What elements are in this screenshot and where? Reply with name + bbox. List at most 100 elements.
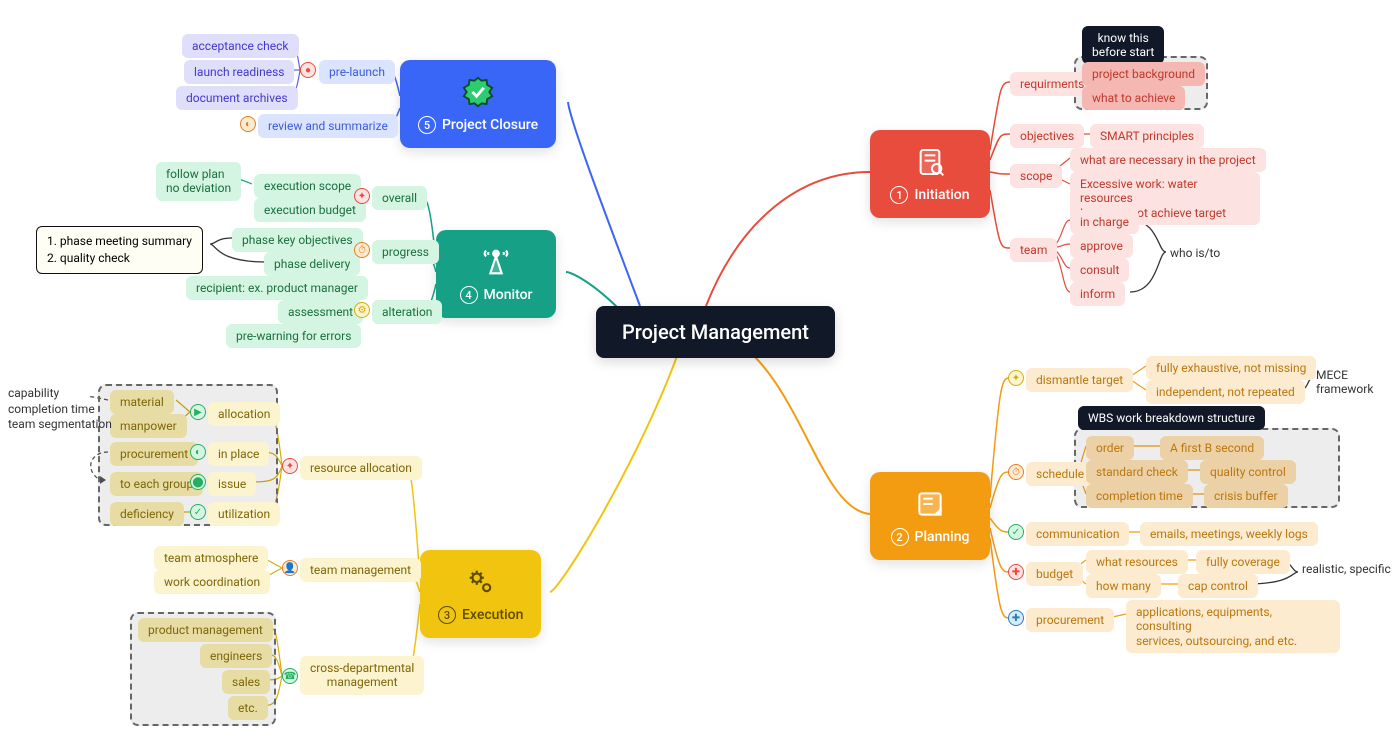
chip-pl-launch: launch readiness xyxy=(184,60,294,84)
chip-pg-key: phase key objectives xyxy=(232,228,363,252)
chip-alt-rec: recipient: ex. product manager xyxy=(186,276,368,300)
chip-progress: progress xyxy=(372,240,439,264)
chip-std-d: quality control xyxy=(1200,460,1296,484)
note-mece: MECE framework xyxy=(1316,368,1400,396)
chip-comp: completion time xyxy=(1086,484,1193,508)
num-4: 4 xyxy=(460,286,478,304)
chip-overall: overall xyxy=(372,186,427,210)
chip-ov-note: follow plan no deviation xyxy=(156,162,241,201)
label-monitor: Monitor xyxy=(484,287,533,303)
dot-icon: ✦ xyxy=(1008,370,1024,386)
label-planning: Planning xyxy=(915,529,970,545)
chip-inplace-proc: procurement xyxy=(110,442,198,466)
antenna-icon xyxy=(478,244,514,280)
chip-schedule: schedule xyxy=(1026,462,1094,486)
center-node: Project Management xyxy=(596,306,835,358)
chip-alt-assess: assessment xyxy=(278,300,363,324)
dot-icon: ⚙ xyxy=(354,302,370,318)
chip-tm-coord: work coordination xyxy=(154,570,270,594)
chip-cross-pm: product management xyxy=(138,618,273,642)
chip-comm-d: emails, meetings, weekly logs xyxy=(1140,522,1318,546)
dot-icon: ⬤ xyxy=(190,474,206,490)
document-icon xyxy=(912,144,948,180)
dot-icon: ▶ xyxy=(190,404,206,420)
chip-cross: cross-departmental management xyxy=(300,656,424,695)
chip-budget: budget xyxy=(1026,562,1083,586)
gears-icon xyxy=(463,564,499,600)
note-who-is-to: who is/to xyxy=(1170,246,1220,260)
chip-objectives: objectives xyxy=(1010,124,1084,148)
dot-icon: ⏱ xyxy=(354,242,370,258)
chip-ov-budget: execution budget xyxy=(254,198,366,222)
dot-icon: ✚ xyxy=(1008,610,1024,626)
chip-comp-d: crisis buffer xyxy=(1204,484,1288,508)
header-know-this: know this before start xyxy=(1082,26,1164,64)
chip-alt-warn: pre-warning for errors xyxy=(226,324,361,348)
chip-project-bg: project background xyxy=(1082,62,1205,86)
chip-util: utilization xyxy=(208,502,280,526)
dot-icon: ✦ xyxy=(282,458,298,474)
num-2: 2 xyxy=(891,528,909,546)
chip-prelaunch: pre-launch xyxy=(319,60,395,84)
dot-icon: ● xyxy=(300,62,316,78)
node-execution: 3 Execution xyxy=(420,550,541,638)
dot-icon: ✓ xyxy=(1008,524,1024,540)
dot-icon: ✦ xyxy=(354,188,370,204)
num-5: 5 xyxy=(418,116,436,134)
num-1: 1 xyxy=(890,186,908,204)
dot-icon: ⏱ xyxy=(1008,464,1024,480)
dot-icon: ◐ xyxy=(240,116,256,132)
chip-pg-deliv: phase delivery xyxy=(264,252,360,276)
chip-pl-accept: acceptance check xyxy=(182,34,299,58)
label-execution: Execution xyxy=(462,607,523,623)
chip-bud-what-d: fully coverage xyxy=(1196,550,1290,574)
chip-consult: consult xyxy=(1070,258,1129,282)
chip-resource: resource allocation xyxy=(300,456,422,480)
node-monitor: 4 Monitor xyxy=(436,230,556,318)
chip-review: review and summarize xyxy=(258,114,398,138)
note-capability: capability completion time team segmenta… xyxy=(8,386,112,433)
node-planning: 2 Planning xyxy=(870,472,990,560)
chip-bud-many: how many xyxy=(1086,574,1161,598)
dot-icon: ◐ xyxy=(190,444,206,460)
chip-issue-each: to each group xyxy=(110,472,203,496)
chip-comm: communication xyxy=(1026,522,1129,546)
chip-bud-what: what resources xyxy=(1086,550,1188,574)
callout-monitor-phase: 1. phase meeting summary 2. quality chec… xyxy=(36,226,203,274)
center-label: Project Management xyxy=(622,320,809,344)
label-initiation: Initiation xyxy=(914,187,969,203)
chip-scope: scope xyxy=(1010,164,1062,188)
callout-line1: 1. phase meeting summary xyxy=(47,233,192,250)
chip-material: material xyxy=(110,390,174,414)
chip-issue: issue xyxy=(208,472,256,496)
chip-inform: inform xyxy=(1070,282,1125,306)
chip-inplace: in place xyxy=(208,442,269,466)
chip-dismantle: dismantle target xyxy=(1026,368,1133,392)
chip-pl-docs: document archives xyxy=(176,86,298,110)
chip-tm-atm: team atmosphere xyxy=(154,546,268,570)
chip-allocation: allocation xyxy=(208,402,280,426)
chip-alteration: alteration xyxy=(372,300,442,324)
chip-incharge: in charge xyxy=(1070,210,1139,234)
node-closure: 5Project Closure xyxy=(400,60,556,148)
chip-proc: procurement xyxy=(1026,608,1114,632)
chip-approve: approve xyxy=(1070,234,1133,258)
chip-achieve: what to achieve xyxy=(1082,86,1185,110)
num-3: 3 xyxy=(438,606,456,624)
chip-order: order xyxy=(1086,436,1134,460)
chip-std: standard check xyxy=(1086,460,1188,484)
dot-icon: ✓ xyxy=(190,504,206,520)
chip-smart: SMART principles xyxy=(1090,124,1204,148)
header-wbs: WBS work breakdown structure xyxy=(1078,406,1265,430)
dot-icon: ☎ xyxy=(282,668,298,684)
dot-icon: 👤 xyxy=(282,560,298,576)
chip-team: team xyxy=(1010,238,1057,262)
callout-line2: 2. quality check xyxy=(47,250,192,267)
chip-proc-d: applications, equipments, consulting ser… xyxy=(1126,600,1340,653)
chip-scope-nec: what are necessary in the project xyxy=(1070,148,1266,172)
chip-cross-etc: etc. xyxy=(228,696,268,720)
node-initiation: 1 Initiation xyxy=(870,130,990,218)
chip-bud-many-d: cap control xyxy=(1178,574,1258,598)
badge-check-icon xyxy=(460,74,496,110)
chip-manpower: manpower xyxy=(110,414,187,438)
